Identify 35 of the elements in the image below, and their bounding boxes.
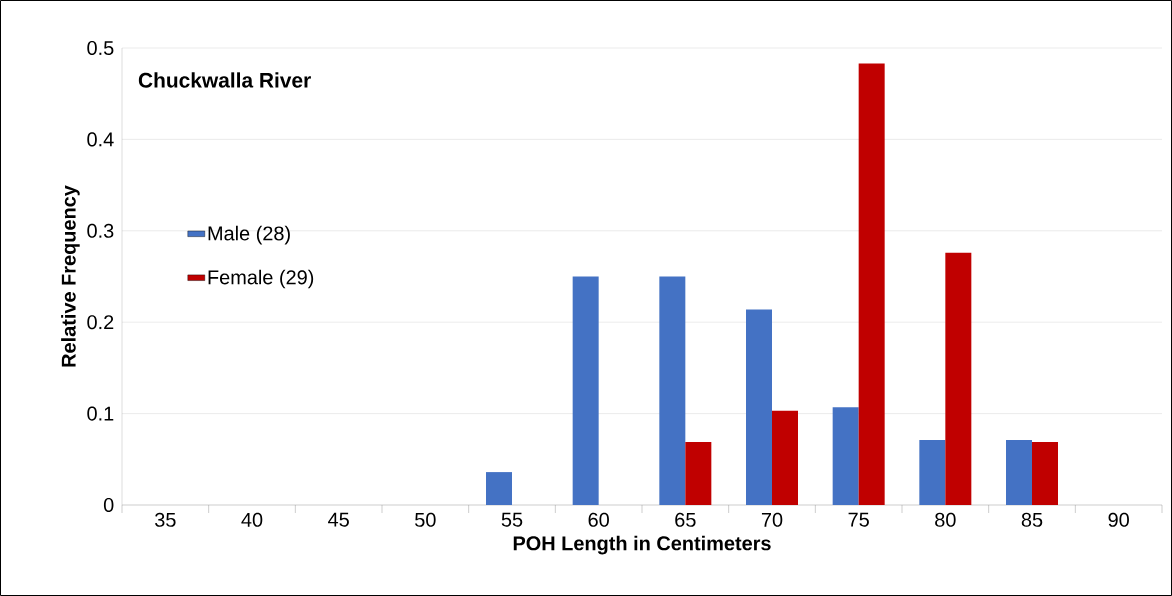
y-tick-label: 0.4 bbox=[87, 132, 114, 147]
bar bbox=[572, 276, 599, 505]
bar bbox=[486, 472, 512, 505]
x-tick-label: 50 bbox=[415, 512, 436, 527]
bar bbox=[659, 276, 686, 505]
bar bbox=[945, 252, 972, 505]
bar bbox=[746, 309, 772, 505]
text: Chuckwalla River bbox=[138, 72, 311, 88]
legend-label: Female (29) bbox=[208, 269, 314, 289]
x-tick-label: 40 bbox=[241, 512, 263, 527]
bar bbox=[1032, 441, 1058, 505]
x-tick-label: 90 bbox=[1108, 512, 1129, 527]
y-tick-label: 0.3 bbox=[87, 223, 114, 238]
y-tick-label: 0.1 bbox=[87, 406, 114, 421]
x-tick-label: 85 bbox=[1021, 512, 1043, 527]
x-tick-label: 55 bbox=[501, 512, 523, 527]
y-tick-label: 0 bbox=[103, 497, 114, 513]
y-axis-title: Relative Frequency bbox=[61, 185, 80, 367]
x-axis-title: POH Length in Centimeters bbox=[513, 535, 771, 555]
bar bbox=[858, 63, 885, 505]
legend-label: Male (28) bbox=[208, 225, 290, 245]
x-tick-label: 70 bbox=[761, 512, 783, 527]
bar bbox=[772, 410, 798, 505]
y-tick-label: 0.2 bbox=[87, 315, 114, 330]
x-tick-label: 65 bbox=[675, 512, 696, 527]
x-tick-label: 35 bbox=[155, 512, 176, 527]
x-tick-label: 75 bbox=[848, 512, 869, 527]
bar bbox=[832, 407, 859, 505]
x-tick-label: 45 bbox=[328, 512, 349, 527]
bar bbox=[1006, 440, 1032, 505]
x-tick-label: 80 bbox=[935, 512, 956, 527]
bar bbox=[919, 440, 946, 505]
x-tick-label: 60 bbox=[588, 512, 609, 527]
y-tick-label: 0.5 bbox=[87, 40, 114, 56]
bar bbox=[685, 441, 712, 505]
